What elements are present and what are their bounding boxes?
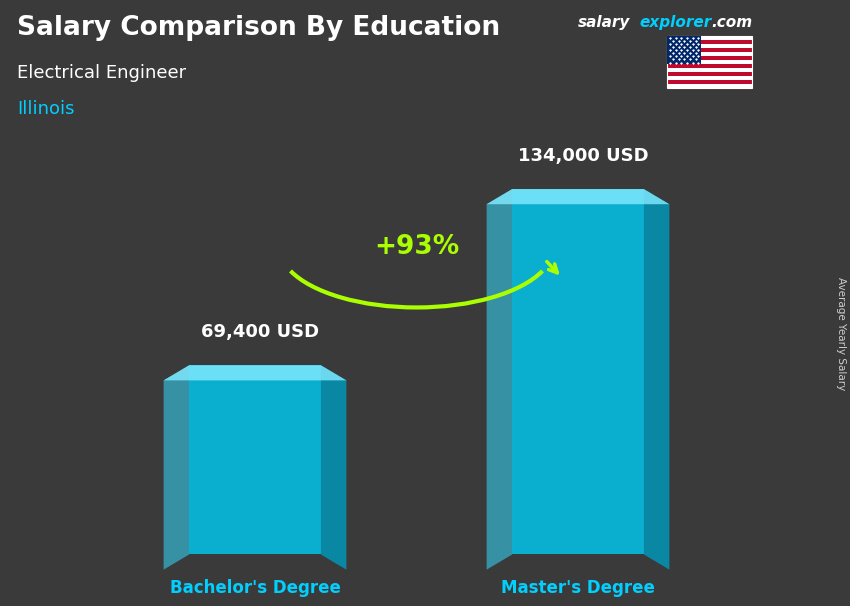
- Text: +93%: +93%: [374, 234, 459, 260]
- Polygon shape: [163, 365, 347, 381]
- Text: salary: salary: [578, 15, 631, 30]
- FancyBboxPatch shape: [667, 84, 752, 88]
- Text: Electrical Engineer: Electrical Engineer: [17, 64, 186, 82]
- FancyBboxPatch shape: [667, 60, 752, 64]
- Text: .com: .com: [711, 15, 752, 30]
- FancyBboxPatch shape: [667, 52, 752, 56]
- Text: explorer: explorer: [639, 15, 711, 30]
- FancyBboxPatch shape: [667, 76, 752, 80]
- Polygon shape: [512, 189, 644, 554]
- FancyBboxPatch shape: [667, 44, 752, 48]
- FancyBboxPatch shape: [667, 36, 752, 88]
- Text: 134,000 USD: 134,000 USD: [518, 147, 649, 165]
- FancyBboxPatch shape: [667, 36, 701, 64]
- Polygon shape: [320, 365, 347, 570]
- Text: Master's Degree: Master's Degree: [501, 579, 655, 597]
- Text: 69,400 USD: 69,400 USD: [201, 323, 319, 341]
- Text: Illinois: Illinois: [17, 100, 75, 118]
- Polygon shape: [189, 365, 320, 554]
- Polygon shape: [644, 189, 670, 570]
- Text: Salary Comparison By Education: Salary Comparison By Education: [17, 15, 500, 41]
- FancyBboxPatch shape: [667, 68, 752, 72]
- Polygon shape: [486, 189, 670, 204]
- Text: Average Yearly Salary: Average Yearly Salary: [836, 277, 846, 390]
- Polygon shape: [486, 189, 512, 570]
- FancyBboxPatch shape: [667, 36, 752, 41]
- Polygon shape: [163, 365, 189, 570]
- Text: Bachelor's Degree: Bachelor's Degree: [169, 579, 341, 597]
